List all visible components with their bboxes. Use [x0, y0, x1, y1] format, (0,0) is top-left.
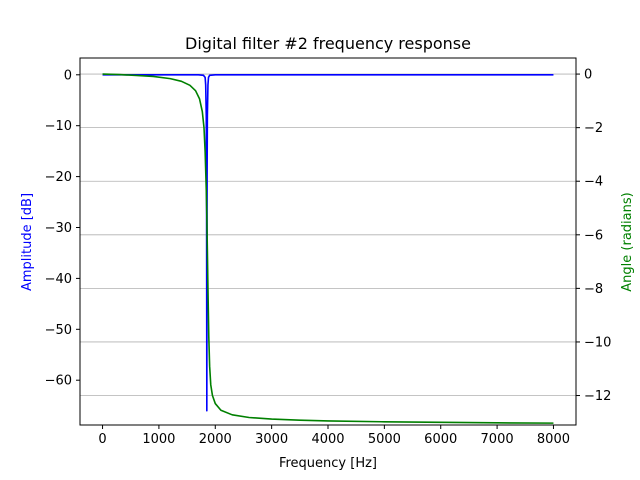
y-left-tick-label: −10: [45, 119, 72, 134]
angle-line: [102, 73, 554, 424]
y-right-tick-label: −4: [584, 175, 603, 190]
y-right-tick-label: 0: [584, 68, 592, 83]
y-left-tick-label: −50: [45, 323, 72, 338]
series-layer: [102, 73, 554, 424]
chart-title: Digital filter #2 frequency response: [185, 34, 471, 53]
y-right-tick-label: −6: [584, 228, 603, 243]
y-right-tick-label: −2: [584, 121, 603, 136]
x-tick-label: 2000: [199, 432, 232, 447]
y-left-tick-label: 0: [64, 68, 72, 83]
x-tick-label: 0: [98, 432, 106, 447]
y-right-axis: 0 −2 −4 −6 −8 −10 −12: [576, 68, 611, 404]
y-left-axis: 0 −10 −20 −30 −40 −50 −60: [45, 68, 80, 389]
y-right-axis-label: Angle (radians): [620, 192, 635, 291]
x-axis-label: Frequency [Hz]: [279, 456, 377, 471]
y-left-tick-label: −40: [45, 272, 72, 287]
y-left-tick-label: −60: [45, 374, 72, 389]
grid-layer: [80, 73, 576, 396]
x-tick-label: 7000: [481, 432, 514, 447]
amplitude-line: [102, 74, 554, 412]
x-axis: 0 1000 2000 3000 4000 5000 6000 7000 8000: [98, 425, 570, 447]
x-tick-label: 4000: [311, 432, 344, 447]
y-right-tick-label: −12: [584, 389, 611, 404]
y-right-tick-label: −10: [584, 335, 611, 350]
x-tick-label: 3000: [255, 432, 288, 447]
y-left-tick-label: −30: [45, 221, 72, 236]
x-tick-label: 5000: [368, 432, 401, 447]
plot-frame: [79, 57, 577, 426]
x-tick-label: 6000: [424, 432, 457, 447]
y-right-tick-label: −8: [584, 282, 603, 297]
y-left-tick-label: −20: [45, 170, 72, 185]
x-tick-label: 8000: [537, 432, 570, 447]
y-left-axis-label: Amplitude [dB]: [20, 193, 35, 291]
x-tick-label: 1000: [142, 432, 175, 447]
